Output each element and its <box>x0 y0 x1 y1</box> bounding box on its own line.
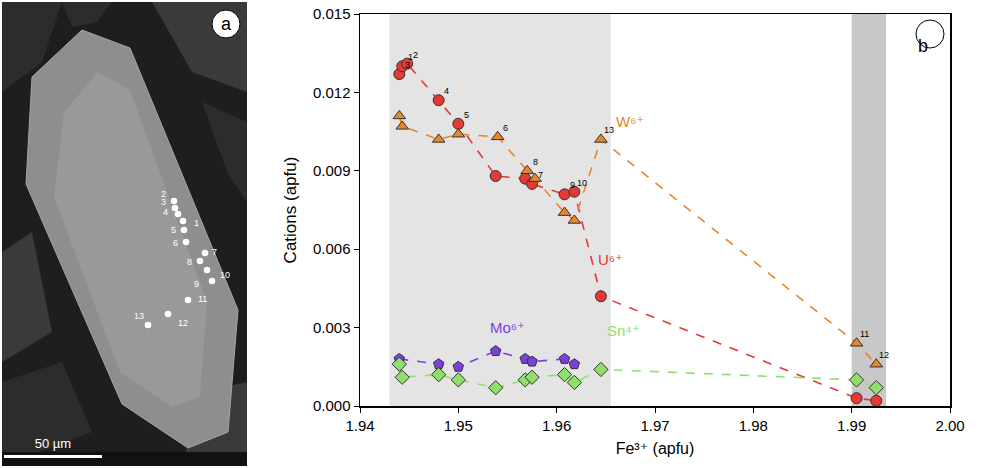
svg-text:2.00: 2.00 <box>935 417 964 434</box>
svg-text:Sn⁴⁺: Sn⁴⁺ <box>607 322 640 339</box>
svg-text:50 µm: 50 µm <box>35 436 71 451</box>
svg-text:5: 5 <box>464 110 469 120</box>
svg-text:W⁶⁺: W⁶⁺ <box>616 113 644 130</box>
svg-text:1.97: 1.97 <box>640 417 669 434</box>
svg-text:6: 6 <box>503 123 508 133</box>
svg-text:1.98: 1.98 <box>739 417 768 434</box>
svg-text:7: 7 <box>538 170 543 180</box>
svg-text:1.96: 1.96 <box>542 417 571 434</box>
svg-text:11: 11 <box>860 329 869 339</box>
svg-text:6: 6 <box>173 238 178 248</box>
svg-text:4: 4 <box>444 86 449 96</box>
svg-text:1.94: 1.94 <box>345 417 374 434</box>
svg-text:8: 8 <box>533 157 538 167</box>
svg-text:a: a <box>221 14 232 34</box>
svg-text:3: 3 <box>161 197 166 207</box>
svg-text:12: 12 <box>879 350 889 360</box>
svg-text:13: 13 <box>604 125 614 135</box>
svg-text:0.000: 0.000 <box>313 397 351 414</box>
svg-text:11: 11 <box>198 294 207 304</box>
svg-text:2: 2 <box>161 189 166 199</box>
svg-text:9: 9 <box>194 279 199 289</box>
svg-text:2: 2 <box>413 50 418 60</box>
svg-text:3: 3 <box>405 60 410 70</box>
svg-text:1: 1 <box>408 52 413 62</box>
svg-text:Fe³⁺ (apfu): Fe³⁺ (apfu) <box>616 440 695 457</box>
svg-text:0.009: 0.009 <box>313 162 351 179</box>
svg-text:13: 13 <box>134 311 144 321</box>
svg-text:10: 10 <box>220 270 230 280</box>
svg-text:Cations (apfu): Cations (apfu) <box>281 157 300 264</box>
svg-text:0.003: 0.003 <box>313 319 351 336</box>
svg-text:0.012: 0.012 <box>313 84 351 101</box>
svg-text:Mo⁶⁺: Mo⁶⁺ <box>490 319 525 336</box>
svg-text:1.99: 1.99 <box>837 417 866 434</box>
svg-text:12: 12 <box>178 318 188 328</box>
svg-text:U⁶⁺: U⁶⁺ <box>598 251 623 268</box>
svg-text:b: b <box>918 36 928 56</box>
svg-text:9: 9 <box>570 180 575 190</box>
svg-text:0.015: 0.015 <box>313 5 351 22</box>
svg-text:1.95: 1.95 <box>444 417 473 434</box>
svg-text:7: 7 <box>212 247 217 257</box>
svg-text:8: 8 <box>187 257 192 267</box>
svg-text:4: 4 <box>163 207 168 217</box>
svg-text:10: 10 <box>577 178 587 188</box>
svg-text:5: 5 <box>171 225 176 235</box>
svg-text:1: 1 <box>194 218 199 228</box>
svg-text:0.006: 0.006 <box>313 240 351 257</box>
